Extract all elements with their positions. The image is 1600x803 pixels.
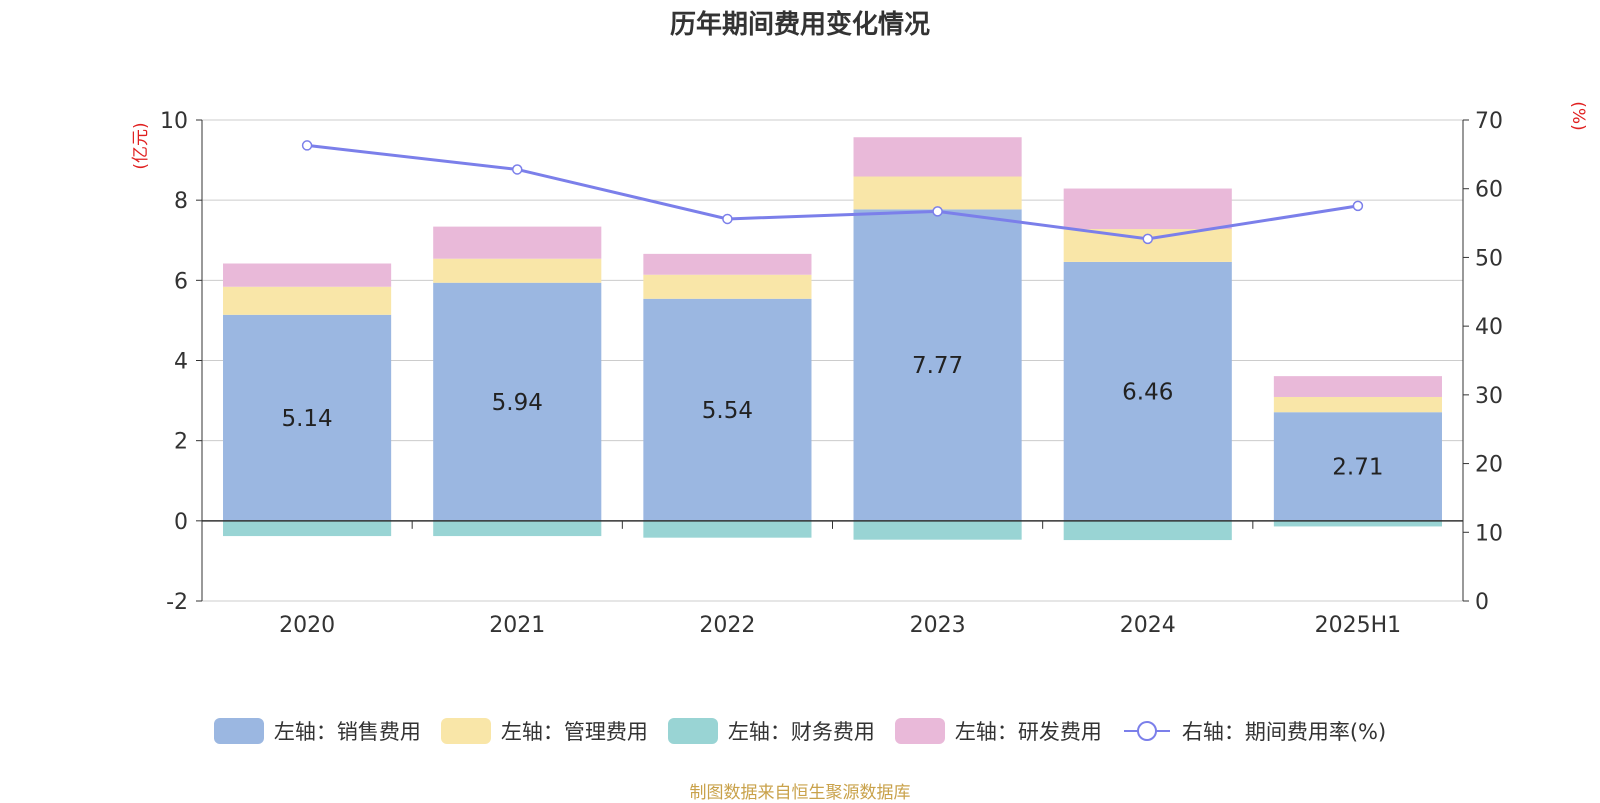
left-axis-tick-label: 0 <box>174 510 188 535</box>
legend-label-finance: 左轴：财务费用 <box>727 720 875 744</box>
bar-segment <box>643 298 812 521</box>
left-axis-tick-label: 8 <box>174 189 188 214</box>
legend-label-sales: 左轴：销售费用 <box>273 720 421 744</box>
legend-label-rnd: 左轴：研发费用 <box>954 720 1102 744</box>
bar-segment <box>853 176 1022 210</box>
bar-segment <box>643 253 812 275</box>
chart-plot: -2 0 2 4 6 8 10 0 10 20 30 40 50 60 70 (亿元) (%) 5.14 2020 5… <box>131 101 1588 638</box>
rate-point <box>512 164 523 175</box>
legend-swatch-admin <box>440 718 491 744</box>
legend-line-marker-icon <box>1123 721 1170 741</box>
bar-data-label: 6.46 <box>1122 379 1173 405</box>
left-axis-tick-label: 6 <box>174 269 188 294</box>
x-axis-tick-label: 2020 <box>279 613 335 638</box>
legend-item-rnd[interactable]: 左轴：研发费用 <box>894 716 1102 746</box>
right-axis-tick-label: 60 <box>1475 178 1503 203</box>
chart-title: 历年期间费用变化情况 <box>669 10 930 40</box>
right-axis-tick-label: 10 <box>1475 521 1503 546</box>
x-axis-tick-label: 2023 <box>910 613 966 638</box>
legend-item-rate[interactable]: 右轴：期间费用率(%) <box>1122 716 1386 746</box>
rate-point <box>932 206 943 217</box>
right-axis-tick-label: 50 <box>1475 246 1503 271</box>
bar-segment <box>853 209 1022 521</box>
x-axis-tick-label: 2022 <box>699 613 755 638</box>
bar-data-label: 5.14 <box>281 406 332 432</box>
bar-segment <box>223 286 392 315</box>
bar-segment <box>1063 520 1232 541</box>
legend: 左轴：销售费用 左轴：管理费用 左轴：财务费用 左轴：研发费用 右轴：期间费用率… <box>0 716 1600 746</box>
left-axis-tick-label: 4 <box>174 350 188 375</box>
x-axis-tick-label: 2025H1 <box>1315 613 1402 638</box>
bar-segment <box>853 137 1022 177</box>
bar-data-label: 5.54 <box>702 398 753 424</box>
bar-segment <box>433 258 602 283</box>
right-axis-unit: (%) <box>1568 101 1588 130</box>
legend-swatch-sales <box>213 718 264 744</box>
right-axis-tick-label: 40 <box>1475 315 1503 340</box>
rate-point <box>301 140 313 151</box>
bar-segment <box>223 520 392 537</box>
left-axis-tick-label: 2 <box>174 430 188 455</box>
right-axis-tick-label: 70 <box>1475 109 1503 134</box>
bar-segment <box>853 520 1022 540</box>
bar-segment <box>643 520 812 538</box>
bar-data-label: 7.77 <box>912 353 963 379</box>
bar-segment <box>1063 261 1232 521</box>
bar-data-label: 5.94 <box>492 390 543 416</box>
source-note: 制图数据来自恒生聚源数据库 <box>689 783 911 803</box>
bar-segment <box>643 274 812 299</box>
bar-segment <box>1273 376 1442 397</box>
bar-segment <box>1273 520 1442 527</box>
bar-segment <box>433 282 602 521</box>
legend-label-admin: 左轴：管理费用 <box>500 720 648 744</box>
legend-item-admin[interactable]: 左轴：管理费用 <box>440 716 648 746</box>
left-axis-tick-label: -2 <box>166 590 188 615</box>
legend-swatch-rnd <box>894 718 945 744</box>
legend-label-rate: 右轴：期间费用率(%) <box>1181 720 1387 744</box>
rate-line <box>306 143 1359 241</box>
bar-segment <box>223 263 392 287</box>
legend-item-sales[interactable]: 左轴：销售费用 <box>213 716 421 746</box>
legend-swatch-finance <box>667 718 718 744</box>
legend-item-finance[interactable]: 左轴：财务费用 <box>667 716 875 746</box>
bar-data-label: 2.71 <box>1332 455 1383 481</box>
left-axis-unit: (亿元) <box>131 122 151 169</box>
x-axis-tick-label: 2021 <box>489 613 545 638</box>
bar-segment <box>223 314 392 521</box>
rate-point <box>722 213 733 225</box>
bar-segment <box>1063 188 1232 230</box>
bar-segment <box>433 226 602 259</box>
bar-segment <box>433 520 602 537</box>
rate-point <box>1142 233 1153 245</box>
right-axis-tick-label: 20 <box>1475 453 1503 478</box>
left-axis-tick-label: 10 <box>160 109 188 134</box>
x-axis-tick-label: 2024 <box>1120 613 1176 638</box>
bar-segment <box>1273 396 1442 413</box>
right-axis-tick-label: 0 <box>1475 590 1489 615</box>
bar-segment <box>1273 412 1442 521</box>
rate-point <box>1352 200 1364 212</box>
right-axis-tick-label: 30 <box>1475 384 1503 409</box>
